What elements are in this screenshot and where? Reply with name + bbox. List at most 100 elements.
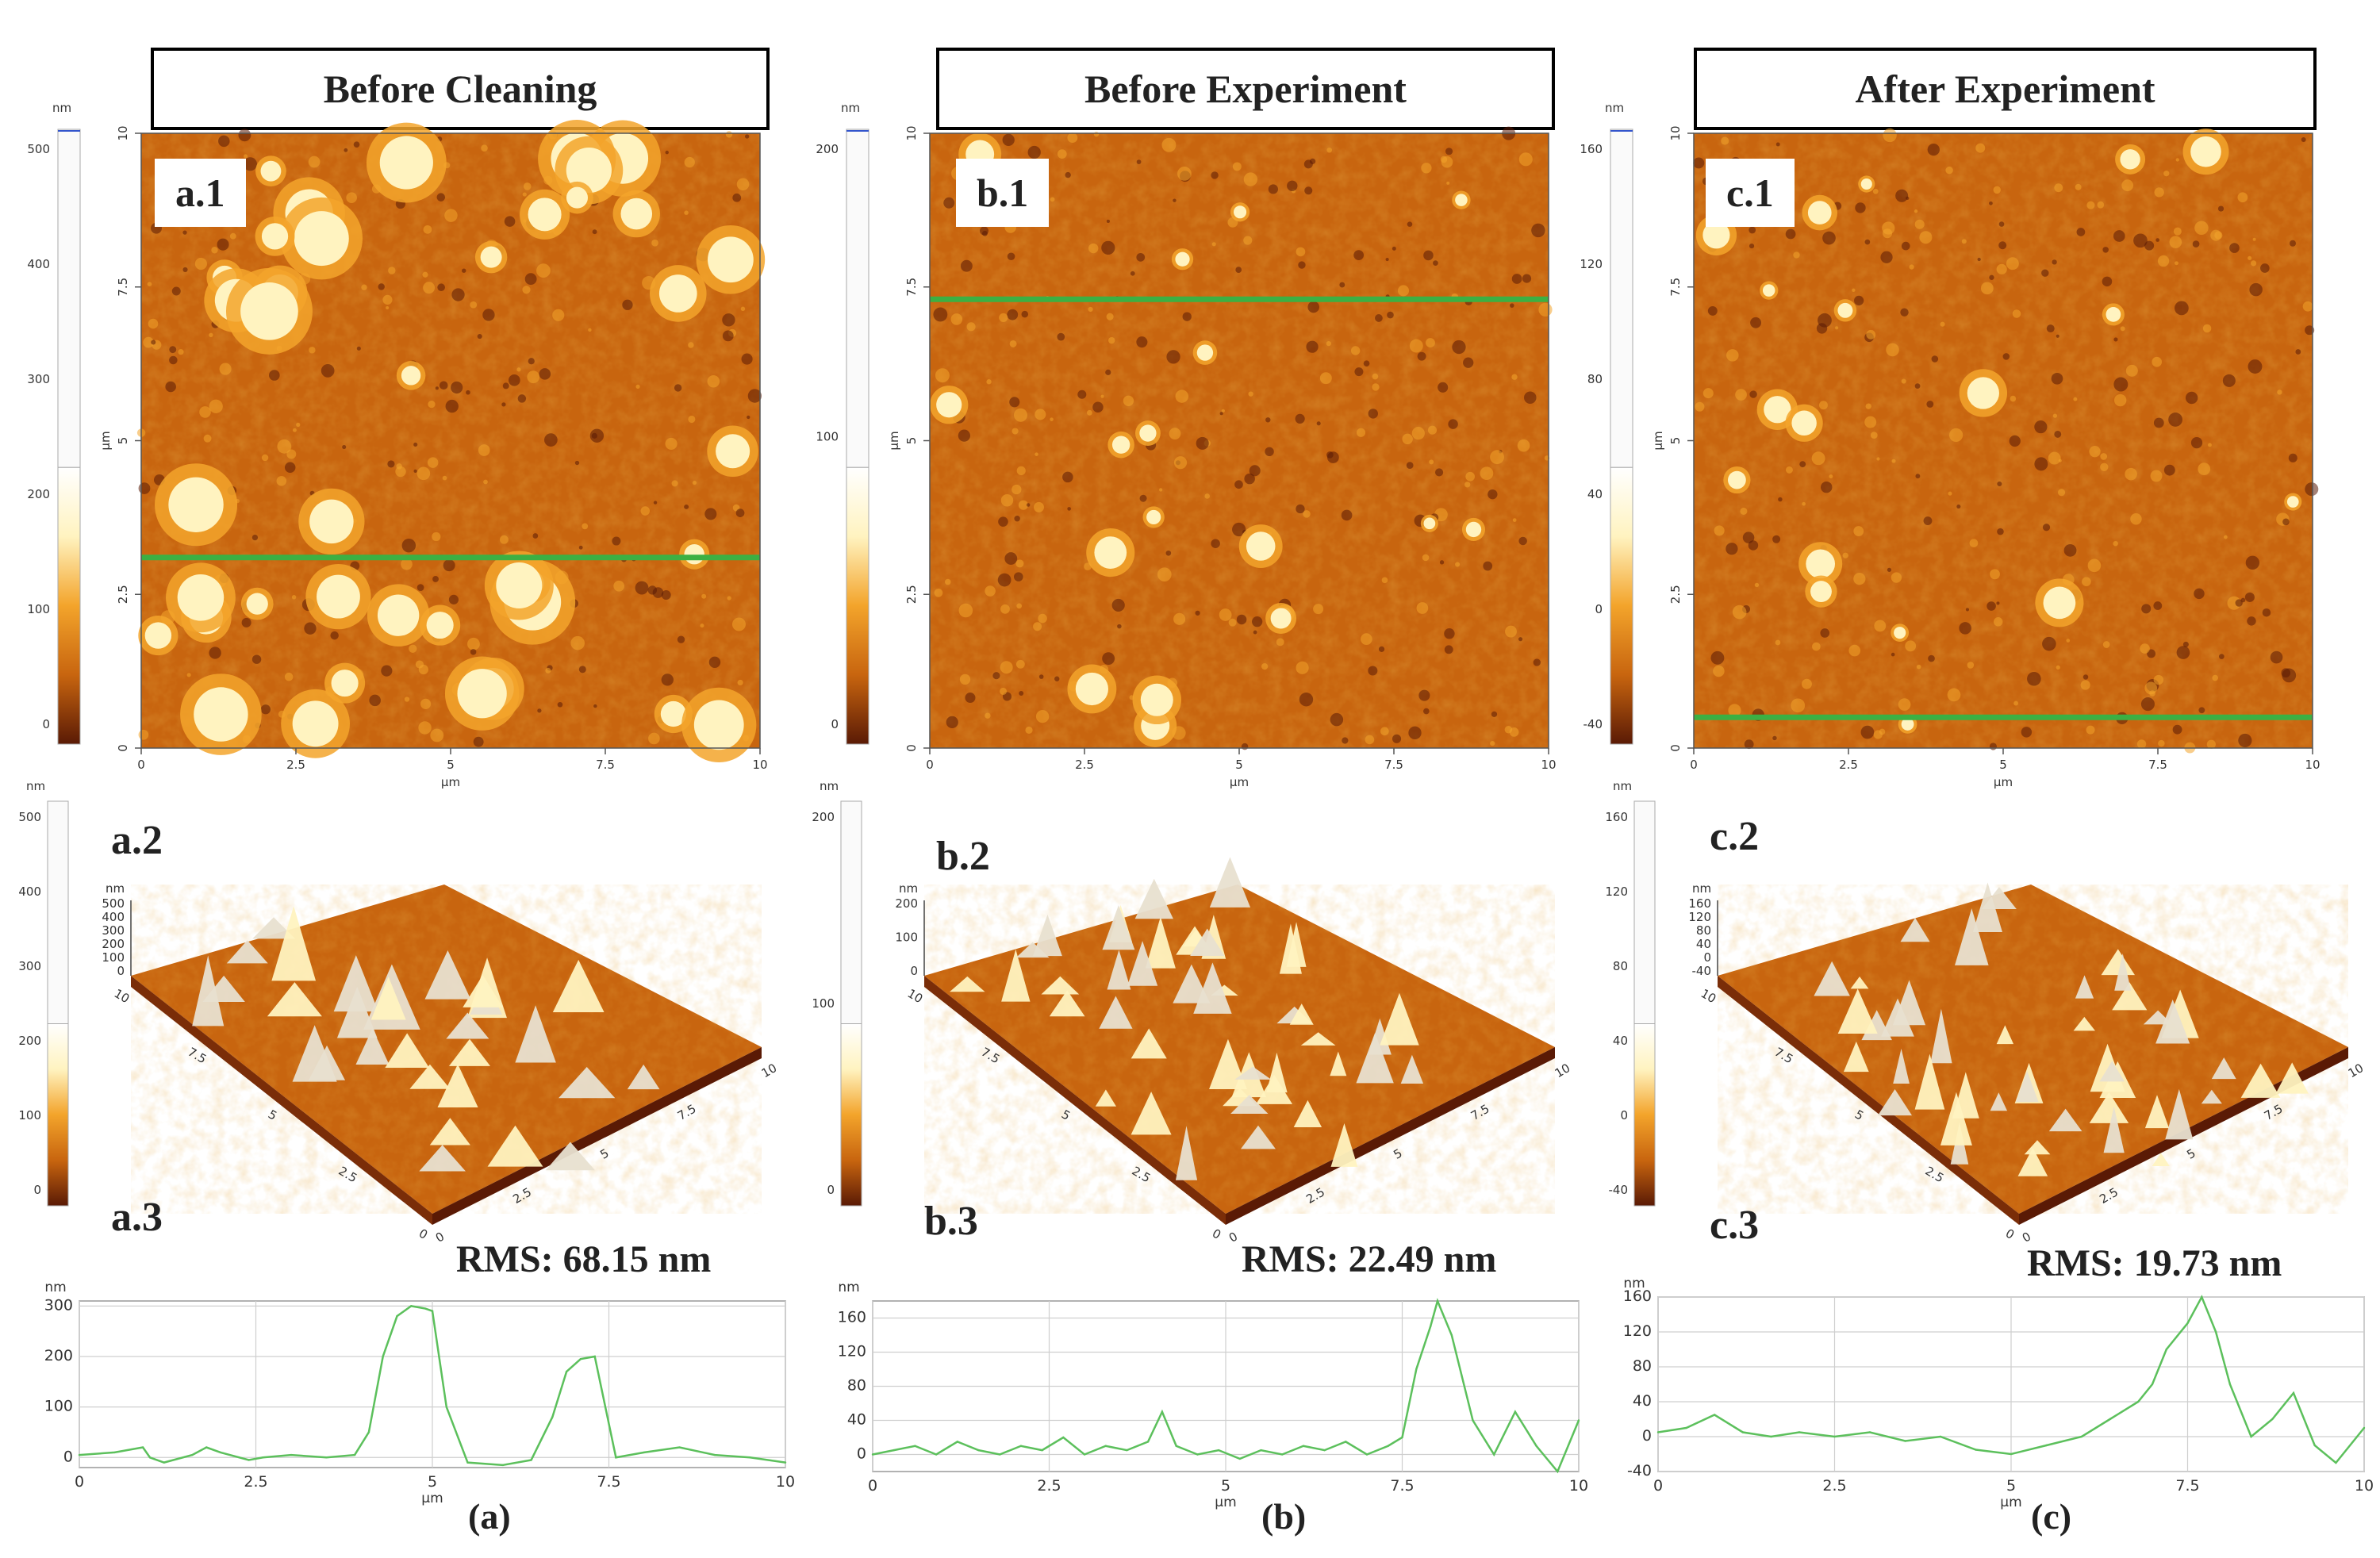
- surface-speckle: [451, 381, 463, 394]
- surface-peak: [446, 1012, 489, 1039]
- surface-speckle: [578, 545, 583, 550]
- surface-speckle: [582, 523, 589, 530]
- surface-speckle: [1102, 652, 1115, 666]
- particle: [528, 198, 562, 232]
- surface-speckle: [2102, 276, 2113, 287]
- surface-speckle: [436, 193, 446, 201]
- surface-speckle: [1989, 743, 1998, 750]
- surface-peak: [2240, 1063, 2281, 1098]
- profile-data-point: [1436, 1299, 1439, 1303]
- surface-colorbar-unit: nm: [820, 779, 839, 793]
- surface-speckle: [1721, 136, 1729, 145]
- surface-speckle: [1916, 664, 1921, 670]
- panel-column-c: After Experiment: [1587, 0, 2380, 1558]
- colorbar-upper: [1610, 129, 1633, 468]
- surface-speckle: [182, 267, 188, 272]
- surface-speckle: [2113, 337, 2118, 342]
- profile-series-line: [1657, 1295, 2365, 1464]
- map-label-c1: c.1: [1706, 159, 1795, 227]
- profile-data-point: [892, 1449, 895, 1452]
- surface-speckle: [1054, 676, 1060, 681]
- surface-speckle: [1296, 504, 1305, 514]
- surface-speckle: [1778, 497, 1783, 502]
- profile-data-point: [914, 1445, 916, 1447]
- surface-peak: [1930, 1008, 1952, 1064]
- surface-speckle: [1463, 357, 1474, 368]
- surface-speckle: [1829, 474, 1833, 479]
- surface-speckle: [1490, 450, 1504, 465]
- surface-speckle: [1007, 309, 1019, 320]
- profile-data-point: [2250, 1435, 2252, 1438]
- surface-speckle: [1007, 252, 1015, 261]
- surface-y-tick-label: 7.5: [979, 1045, 1003, 1067]
- surface-speckle: [701, 593, 707, 599]
- surface-speckle: [353, 141, 360, 148]
- surface-speckle: [1433, 260, 1438, 267]
- surface-speckle: [1136, 252, 1146, 262]
- surface-speckle: [2048, 451, 2061, 465]
- profile-data-point: [410, 1305, 413, 1307]
- profile-data-point: [2292, 1391, 2295, 1395]
- surface-speckle: [2056, 334, 2059, 338]
- particle: [660, 700, 686, 727]
- surface-speckle: [980, 226, 988, 236]
- surface-peak: [1107, 950, 1131, 990]
- surface-speckle: [1057, 332, 1065, 341]
- map-x-tick-label: 10: [2305, 758, 2320, 772]
- surface-speckle: [2192, 240, 2200, 248]
- profile-data-point: [1345, 1441, 1347, 1443]
- surface-speckle: [401, 538, 416, 553]
- surface-speckle: [635, 581, 649, 595]
- surface-peak: [1881, 998, 1914, 1037]
- surface-z-tick-label: 300: [102, 923, 125, 938]
- profile-data-point: [2010, 1452, 2013, 1456]
- surface-peak: [1049, 990, 1085, 1017]
- surface-speckle: [700, 624, 704, 628]
- particle: [693, 700, 744, 750]
- surface-speckle: [1092, 401, 1104, 413]
- surface-speckle: [1307, 301, 1320, 313]
- surface-speckle: [1261, 662, 1269, 670]
- surface-speckle: [1518, 536, 1527, 546]
- surface-speckle: [651, 239, 658, 247]
- surface-speckle: [1853, 526, 1864, 536]
- surface-speckle: [2089, 445, 2101, 458]
- surface-speckle: [741, 353, 753, 365]
- x-axis-label: µm: [2000, 1495, 2021, 1510]
- surface-z-unit: nm: [1692, 881, 1711, 896]
- surface-speckle: [999, 313, 1008, 323]
- profile-data-point: [1429, 1326, 1432, 1328]
- surface-speckle: [1750, 317, 1762, 328]
- surface-speckle: [635, 384, 640, 389]
- surface-speckle: [2034, 457, 2048, 471]
- surface-colorbar-tick-label: 0: [827, 1183, 835, 1197]
- surface-speckle: [545, 667, 551, 673]
- surface-peak: [1240, 1125, 1276, 1149]
- particle: [309, 499, 354, 544]
- surface-peak: [2103, 1106, 2125, 1153]
- surface-speckle: [965, 693, 976, 704]
- surface-speckle: [1319, 372, 1332, 385]
- surface-peak: [1380, 992, 1419, 1046]
- surface-speckle: [1726, 543, 1738, 555]
- surface-speckle: [557, 701, 563, 708]
- surface-speckle: [1883, 128, 1897, 143]
- profile-data-point: [1104, 1445, 1107, 1447]
- surface-speckle: [1444, 628, 1455, 639]
- surface-speckle: [1887, 567, 1892, 572]
- surface-speckle: [1298, 261, 1306, 269]
- profile-data-point: [1798, 1431, 1801, 1433]
- surface-speckle: [1488, 489, 1498, 500]
- particle: [716, 434, 750, 469]
- surface-speckle: [2147, 649, 2156, 658]
- map-y-tick-label: 5: [116, 437, 130, 445]
- surface-z-tick-label: 100: [102, 950, 125, 965]
- particle: [1764, 396, 1791, 424]
- surface-speckle: [2168, 413, 2183, 427]
- surface-speckle: [1372, 383, 1380, 391]
- surface-speckle: [2113, 377, 2129, 392]
- surface-speckle: [1749, 390, 1757, 398]
- profile-data-point: [191, 1453, 194, 1456]
- surface-speckle: [1027, 145, 1041, 159]
- surface-peak: [1230, 1095, 1269, 1115]
